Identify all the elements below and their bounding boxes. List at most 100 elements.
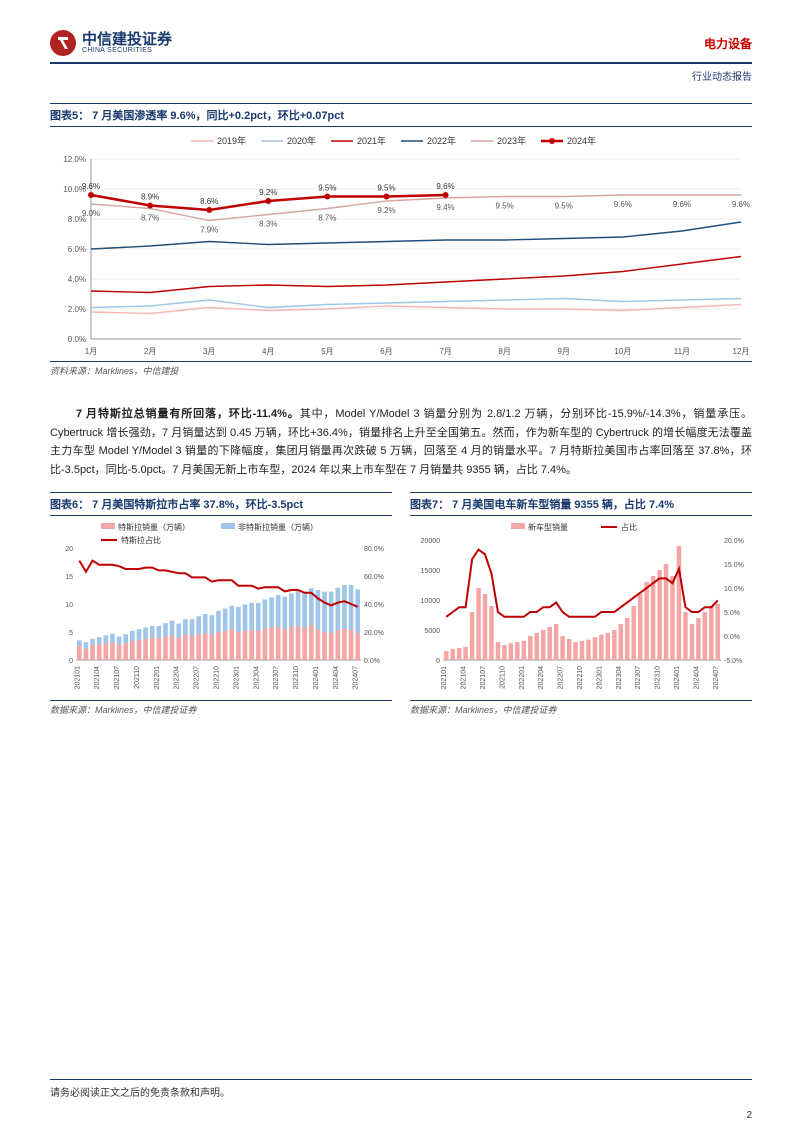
svg-text:9.5%: 9.5% <box>377 184 395 193</box>
svg-text:8.3%: 8.3% <box>259 220 277 229</box>
svg-text:特斯拉销量（万辆）: 特斯拉销量（万辆） <box>118 522 190 532</box>
svg-text:9.2%: 9.2% <box>259 188 277 197</box>
svg-text:202101: 202101 <box>441 666 448 689</box>
svg-text:80.0%: 80.0% <box>364 546 384 553</box>
svg-text:2020年: 2020年 <box>287 135 316 146</box>
svg-text:2019年: 2019年 <box>217 135 246 146</box>
svg-text:202401: 202401 <box>674 666 681 689</box>
svg-text:202301: 202301 <box>233 666 240 689</box>
svg-text:12.0%: 12.0% <box>63 155 86 164</box>
company-name-cn: 中信建投证券 <box>82 32 172 47</box>
chart5-title: 图表5： 7 月美国渗透率 9.6%，同比+0.2pct，环比+0.07pct <box>50 103 752 127</box>
page-header: 中信建投证券 CHINA SECURITIES 电力设备 <box>50 30 752 64</box>
svg-text:202401: 202401 <box>313 666 320 689</box>
svg-text:202304: 202304 <box>616 666 623 689</box>
svg-text:非特斯拉销量（万辆）: 非特斯拉销量（万辆） <box>238 522 318 532</box>
svg-text:10: 10 <box>65 602 73 609</box>
svg-text:5.0%: 5.0% <box>724 610 740 617</box>
chart6-source: 数据来源：Marklines，中信建投证券 <box>50 700 392 716</box>
svg-text:8月: 8月 <box>498 347 510 356</box>
svg-text:0.0%: 0.0% <box>724 634 740 641</box>
svg-text:20000: 20000 <box>421 538 441 545</box>
svg-text:202310: 202310 <box>655 666 662 689</box>
category-label: 电力设备 <box>704 35 752 52</box>
svg-text:8.9%: 8.9% <box>141 193 159 202</box>
svg-text:202210: 202210 <box>577 666 584 689</box>
svg-text:10.0%: 10.0% <box>724 586 744 593</box>
company-name-en: CHINA SECURITIES <box>82 47 172 54</box>
svg-text:9.5%: 9.5% <box>555 202 573 211</box>
svg-text:202104: 202104 <box>461 666 468 689</box>
svg-text:202204: 202204 <box>174 666 181 689</box>
chart5-source: 资料来源：Marklines，中信建投 <box>50 361 752 377</box>
svg-text:9.5%: 9.5% <box>496 202 514 211</box>
svg-text:新车型销量: 新车型销量 <box>528 522 568 532</box>
chart7: 新车型销量占比05000100001500020000-5.0%0.0%5.0%… <box>410 518 752 698</box>
company-logo-block: 中信建投证券 CHINA SECURITIES <box>50 30 172 56</box>
svg-text:10月: 10月 <box>614 347 631 356</box>
footer-disclaimer: 请务必阅读正文之后的免责条款和声明。 <box>50 1079 752 1099</box>
svg-text:0.0%: 0.0% <box>364 658 380 665</box>
svg-text:6月: 6月 <box>380 347 392 356</box>
svg-text:9.5%: 9.5% <box>318 184 336 193</box>
svg-text:9.6%: 9.6% <box>436 182 454 191</box>
svg-text:3月: 3月 <box>203 347 215 356</box>
svg-text:202110: 202110 <box>134 666 141 689</box>
svg-text:2021年: 2021年 <box>357 135 386 146</box>
chart7-title: 图表7： 7 月美国电车新车型销量 9355 辆，占比 7.4% <box>410 492 752 516</box>
svg-text:202204: 202204 <box>538 666 545 689</box>
page-number: 2 <box>746 1110 752 1121</box>
svg-text:15: 15 <box>65 574 73 581</box>
chart6: 特斯拉销量（万辆）非特斯拉销量（万辆）特斯拉占比051015200.0%20.0… <box>50 518 392 698</box>
svg-text:-5.0%: -5.0% <box>724 658 742 665</box>
svg-text:202407: 202407 <box>353 666 360 689</box>
body-bold: 7 月特斯拉总销量有所回落，环比-11.4%。 <box>76 408 300 420</box>
svg-text:15000: 15000 <box>421 568 441 575</box>
svg-text:202404: 202404 <box>333 666 340 689</box>
svg-text:7月: 7月 <box>439 347 451 356</box>
svg-text:20.0%: 20.0% <box>724 538 744 545</box>
svg-text:8.7%: 8.7% <box>318 214 336 223</box>
svg-text:9.4%: 9.4% <box>436 203 454 212</box>
svg-text:4月: 4月 <box>262 347 274 356</box>
svg-text:9.6%: 9.6% <box>82 182 100 191</box>
svg-text:2023年: 2023年 <box>497 135 526 146</box>
svg-text:8.6%: 8.6% <box>200 197 218 206</box>
svg-text:202207: 202207 <box>194 666 201 689</box>
svg-text:6.0%: 6.0% <box>68 245 86 254</box>
svg-text:11月: 11月 <box>674 347 690 356</box>
svg-text:2024年: 2024年 <box>567 135 596 146</box>
svg-text:202201: 202201 <box>519 666 526 689</box>
svg-text:202404: 202404 <box>693 666 700 689</box>
svg-text:15.0%: 15.0% <box>724 562 744 569</box>
svg-text:9.6%: 9.6% <box>732 200 750 209</box>
svg-text:202101: 202101 <box>74 666 81 689</box>
svg-text:20.0%: 20.0% <box>364 630 384 637</box>
svg-text:202104: 202104 <box>94 666 101 689</box>
svg-text:5: 5 <box>69 630 73 637</box>
svg-text:0: 0 <box>69 658 73 665</box>
svg-text:9.0%: 9.0% <box>82 209 100 218</box>
svg-text:12月: 12月 <box>733 347 750 356</box>
svg-text:1月: 1月 <box>85 347 97 356</box>
svg-text:202207: 202207 <box>558 666 565 689</box>
svg-text:202304: 202304 <box>253 666 260 689</box>
svg-text:9.2%: 9.2% <box>377 206 395 215</box>
chart7-source: 数据来源：Marklines，中信建投证券 <box>410 700 752 716</box>
svg-text:9月: 9月 <box>558 347 570 356</box>
svg-text:2.0%: 2.0% <box>68 305 86 314</box>
svg-text:0.0%: 0.0% <box>68 335 86 344</box>
body-paragraph: 7 月特斯拉总销量有所回落，环比-11.4%。其中，Model Y/Model … <box>50 405 752 480</box>
svg-text:0: 0 <box>436 658 440 665</box>
svg-text:9.6%: 9.6% <box>614 200 632 209</box>
logo-icon <box>50 30 76 56</box>
svg-text:10000: 10000 <box>421 598 441 605</box>
chart6-title: 图表6： 7 月美国特斯拉市占率 37.8%，环比-3.5pct <box>50 492 392 516</box>
svg-text:特斯拉占比: 特斯拉占比 <box>121 535 161 545</box>
svg-text:202301: 202301 <box>596 666 603 689</box>
svg-text:4.0%: 4.0% <box>68 275 86 284</box>
svg-text:202310: 202310 <box>293 666 300 689</box>
svg-text:60.0%: 60.0% <box>364 574 384 581</box>
svg-text:8.7%: 8.7% <box>141 214 159 223</box>
svg-text:202107: 202107 <box>114 666 121 689</box>
